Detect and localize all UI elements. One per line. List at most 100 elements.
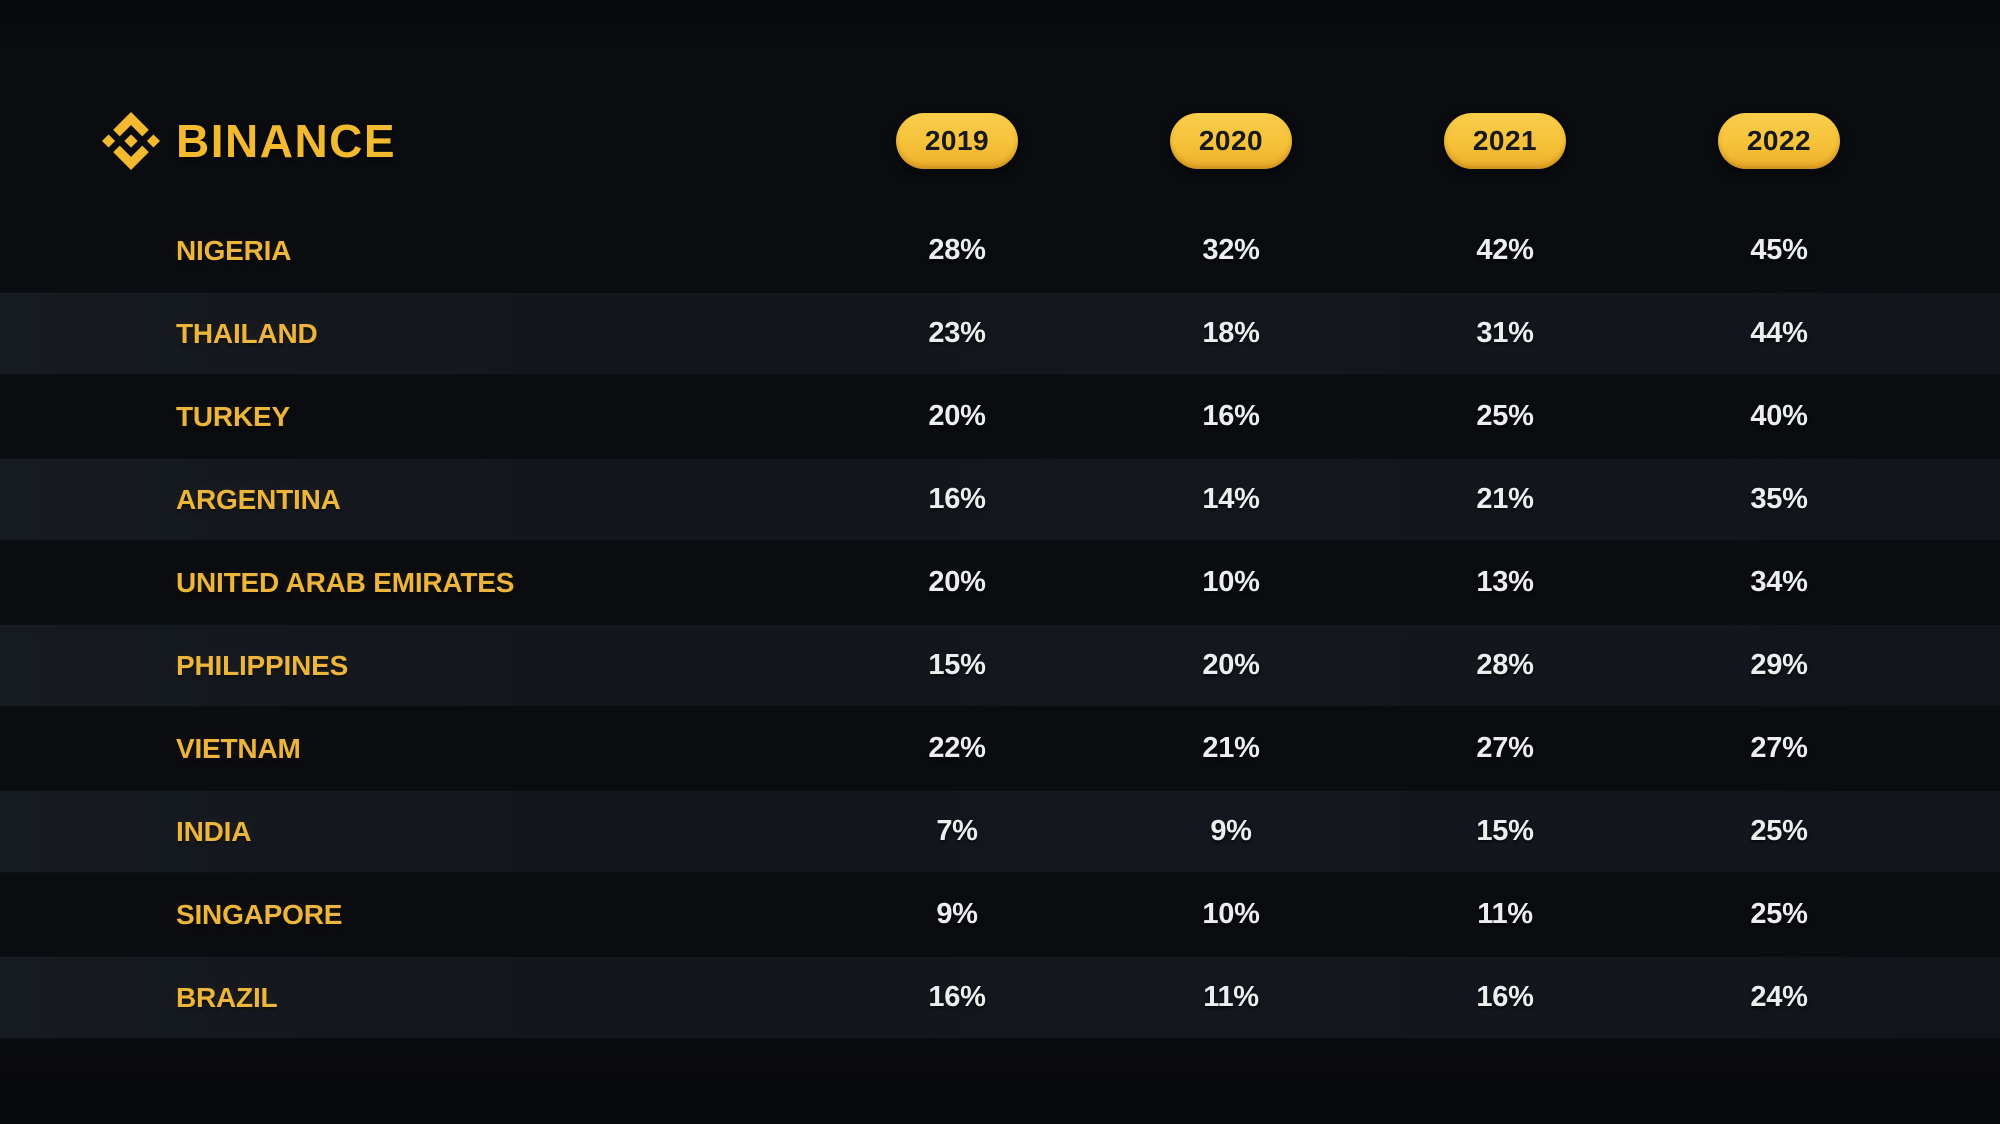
country-label: VIETNAM (176, 732, 301, 764)
value-2020: 11% (1203, 981, 1259, 1013)
country-label: TURKEY (176, 400, 290, 432)
value-cell-2022: 25% (1642, 815, 1916, 848)
value-2020: 21% (1202, 732, 1260, 764)
value-cell-2021: 42% (1368, 234, 1642, 267)
value-2022: 35% (1750, 483, 1808, 515)
value-2019: 16% (928, 981, 986, 1013)
value-2020: 18% (1202, 317, 1260, 349)
value-cell-2020: 21% (1094, 732, 1368, 765)
value-cell-2021: 27% (1368, 732, 1642, 765)
country-label: BRAZIL (176, 981, 278, 1013)
table-row: UNITED ARAB EMIRATES 20% 10% 13% 34% (0, 541, 2000, 624)
value-cell-2019: 20% (820, 400, 1094, 433)
value-cell-2022: 45% (1642, 234, 1916, 267)
country-cell: INDIA (0, 816, 820, 848)
year-header-2022: 2022 (1642, 113, 1916, 169)
year-header-2019: 2019 (820, 113, 1094, 169)
year-header-2021: 2021 (1368, 113, 1642, 169)
table-row: VIETNAM 22% 21% 27% 27% (0, 707, 2000, 790)
value-cell-2020: 16% (1094, 400, 1368, 433)
table-row: NIGERIA 28% 32% 42% 45% (0, 209, 2000, 292)
year-pill-2022: 2022 (1718, 113, 1840, 169)
value-2019: 15% (928, 649, 986, 681)
value-cell-2022: 44% (1642, 317, 1916, 350)
country-label: PHILIPPINES (176, 649, 349, 681)
value-cell-2022: 27% (1642, 732, 1916, 765)
value-2022: 44% (1750, 317, 1808, 349)
value-2020: 32% (1202, 234, 1260, 266)
binance-logo: BINANCE (102, 112, 820, 170)
country-cell: TURKEY (0, 401, 820, 433)
value-2022: 34% (1750, 566, 1808, 598)
country-cell: THAILAND (0, 318, 820, 350)
value-2022: 25% (1750, 898, 1808, 930)
value-2019: 7% (936, 815, 978, 847)
value-2022: 29% (1750, 649, 1808, 681)
value-cell-2020: 18% (1094, 317, 1368, 350)
table-row: ARGENTINA 16% 14% 21% 35% (0, 458, 2000, 541)
value-2022: 25% (1750, 815, 1808, 847)
value-cell-2020: 10% (1094, 566, 1368, 599)
table-row: BRAZIL 16% 11% 16% 24% (0, 956, 2000, 1039)
value-2021: 27% (1476, 732, 1534, 764)
value-2020: 16% (1202, 400, 1260, 432)
value-cell-2021: 28% (1368, 649, 1642, 682)
value-cell-2022: 35% (1642, 483, 1916, 516)
country-label: INDIA (176, 815, 252, 847)
value-cell-2019: 15% (820, 649, 1094, 682)
value-cell-2021: 13% (1368, 566, 1642, 599)
value-2021: 25% (1476, 400, 1534, 432)
table-row: PHILIPPINES 15% 20% 28% 29% (0, 624, 2000, 707)
value-2021: 31% (1476, 317, 1534, 349)
year-pill-2019: 2019 (896, 113, 1018, 169)
value-cell-2020: 10% (1094, 898, 1368, 931)
value-2019: 20% (928, 400, 986, 432)
year-pill-2020: 2020 (1170, 113, 1292, 169)
country-cell: PHILIPPINES (0, 650, 820, 682)
value-2019: 22% (928, 732, 986, 764)
value-cell-2020: 20% (1094, 649, 1368, 682)
value-cell-2020: 32% (1094, 234, 1368, 267)
value-2021: 13% (1476, 566, 1534, 598)
value-2021: 16% (1476, 981, 1534, 1013)
value-2021: 42% (1476, 234, 1534, 266)
value-2022: 45% (1750, 234, 1808, 266)
value-cell-2019: 7% (820, 815, 1094, 848)
value-cell-2022: 29% (1642, 649, 1916, 682)
value-cell-2020: 14% (1094, 483, 1368, 516)
country-cell: SINGAPORE (0, 899, 820, 931)
value-cell-2020: 9% (1094, 815, 1368, 848)
value-2021: 28% (1476, 649, 1534, 681)
value-2020: 14% (1202, 483, 1260, 515)
value-2019: 16% (928, 483, 986, 515)
value-2021: 21% (1476, 483, 1534, 515)
value-cell-2019: 20% (820, 566, 1094, 599)
value-2022: 40% (1750, 400, 1808, 432)
country-cell: NIGERIA (0, 235, 820, 267)
value-cell-2019: 28% (820, 234, 1094, 267)
value-2019: 28% (928, 234, 986, 266)
year-pill-2021: 2021 (1444, 113, 1566, 169)
value-cell-2022: 40% (1642, 400, 1916, 433)
value-cell-2021: 15% (1368, 815, 1642, 848)
value-cell-2021: 21% (1368, 483, 1642, 516)
value-cell-2022: 25% (1642, 898, 1916, 931)
value-2020: 20% (1202, 649, 1260, 681)
value-2019: 23% (928, 317, 986, 349)
country-cell: BRAZIL (0, 982, 820, 1014)
binance-wordmark: BINANCE (176, 115, 397, 167)
value-cell-2019: 22% (820, 732, 1094, 765)
value-2021: 11% (1477, 898, 1533, 930)
table-row: SINGAPORE 9% 10% 11% 25% (0, 873, 2000, 956)
value-cell-2019: 23% (820, 317, 1094, 350)
value-2020: 10% (1202, 898, 1260, 930)
country-label: THAILAND (176, 317, 318, 349)
value-2019: 9% (936, 898, 978, 930)
value-2020: 9% (1210, 815, 1252, 847)
table-row: TURKEY 20% 16% 25% 40% (0, 375, 2000, 458)
data-table: NIGERIA 28% 32% 42% 45% THAILAND 23% 18%… (0, 209, 2000, 1039)
value-2021: 15% (1476, 815, 1534, 847)
country-cell: UNITED ARAB EMIRATES (0, 567, 820, 599)
value-2020: 10% (1202, 566, 1260, 598)
country-label: UNITED ARAB EMIRATES (176, 566, 515, 598)
